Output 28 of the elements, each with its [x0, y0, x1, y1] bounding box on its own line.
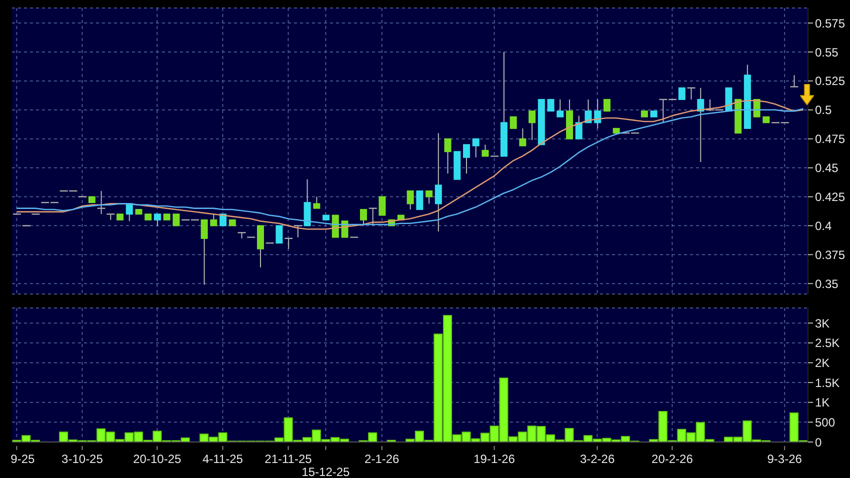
y-tick-label: 0.55: [815, 45, 839, 60]
y-tick-label: 0: [815, 435, 822, 450]
y-tick-label: 1.5K: [815, 376, 840, 390]
y-tick-label: 0.5: [815, 103, 832, 118]
y-tick-label: 3K: [815, 316, 830, 330]
y-tick-label: 500: [815, 415, 836, 430]
x-tick-label: 19-1-26: [474, 452, 516, 466]
x-tick-label: 21-11-25: [264, 452, 312, 466]
y-tick-label: 0.35: [815, 276, 839, 291]
y-tick-label: 2.5K: [815, 336, 840, 350]
x-tick-label: 9-25: [10, 452, 36, 466]
y-tick-label: 0.475: [815, 132, 846, 146]
x-tick-label: 2-1-26: [364, 452, 400, 466]
x-tick-label: 20-10-25: [133, 452, 182, 466]
x-tick-label: 9-3-26: [767, 452, 802, 466]
y-tick-label: 2K: [815, 356, 830, 370]
x-tick-label: 20-2-26: [652, 452, 694, 466]
x-tick-label: 15-12-25: [302, 465, 350, 478]
x-tick-label: 3-2-26: [580, 452, 615, 466]
y-tick-label: 0.375: [815, 248, 846, 262]
x-tick-label: 3-10-25: [62, 452, 104, 466]
x-tick-label: 4-11-25: [202, 452, 244, 466]
y-tick-label: 1K: [815, 396, 830, 410]
y-tick-label: 0.575: [815, 16, 846, 30]
y-tick-label: 0.525: [815, 74, 846, 88]
y-tick-label: 0.425: [815, 190, 846, 204]
y-tick-label: 0.4: [815, 218, 832, 233]
y-tick-label: 0.45: [815, 161, 839, 176]
